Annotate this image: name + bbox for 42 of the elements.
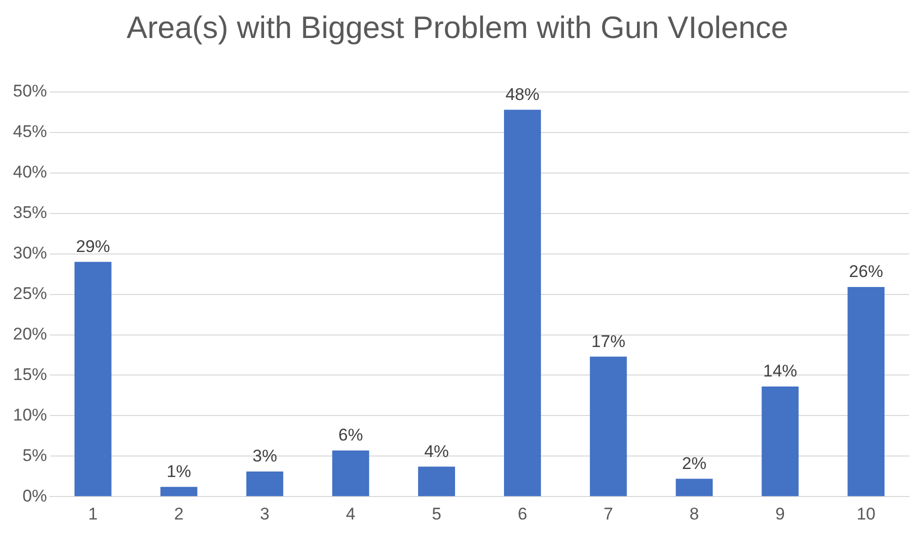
data-label: 6% bbox=[338, 426, 363, 445]
bar bbox=[74, 262, 112, 496]
x-tick-label: 1 bbox=[88, 504, 98, 524]
y-tick-label: 10% bbox=[12, 405, 48, 424]
data-label: 17% bbox=[591, 332, 626, 351]
y-tick-label: 0% bbox=[22, 486, 48, 506]
bar bbox=[762, 386, 799, 496]
bar bbox=[246, 472, 284, 496]
x-tick-label: 5 bbox=[432, 504, 442, 524]
bar bbox=[848, 287, 885, 496]
data-label: 2% bbox=[682, 454, 707, 473]
y-tick-label: 40% bbox=[12, 162, 48, 182]
x-tick-label: 9 bbox=[775, 504, 785, 524]
y-tick-label: 45% bbox=[12, 122, 48, 142]
y-tick-label: 50% bbox=[12, 82, 48, 101]
x-tick-label: 4 bbox=[346, 504, 356, 524]
bar bbox=[676, 478, 713, 496]
chart-title: Area(s) with Biggest Problem with Gun VIolence bbox=[126, 9, 790, 47]
x-tick-label: 2 bbox=[174, 504, 184, 524]
x-tick-label: 6 bbox=[518, 504, 528, 524]
x-tick-label: 8 bbox=[690, 504, 699, 524]
data-label: 26% bbox=[849, 262, 884, 282]
data-label: 3% bbox=[252, 446, 278, 466]
x-tick-label: 7 bbox=[604, 504, 614, 524]
data-label: 1% bbox=[166, 462, 192, 482]
bar bbox=[418, 466, 456, 496]
y-tick-label: 35% bbox=[12, 203, 48, 222]
y-tick-label: 20% bbox=[12, 324, 48, 344]
x-tick-label: 3 bbox=[260, 504, 270, 524]
y-tick-label: 30% bbox=[12, 244, 48, 263]
y-tick-label: 5% bbox=[22, 446, 48, 465]
x-tick-label: 10 bbox=[856, 504, 876, 524]
data-label: 14% bbox=[763, 362, 798, 381]
y-tick-label: 25% bbox=[12, 284, 48, 303]
bar bbox=[504, 110, 541, 496]
bar bbox=[160, 486, 198, 496]
bar bbox=[332, 450, 370, 496]
data-label: 48% bbox=[505, 84, 540, 104]
data-label: 29% bbox=[76, 237, 110, 256]
y-tick-label: 15% bbox=[12, 364, 48, 384]
data-label: 4% bbox=[424, 442, 449, 461]
bar bbox=[590, 356, 627, 496]
